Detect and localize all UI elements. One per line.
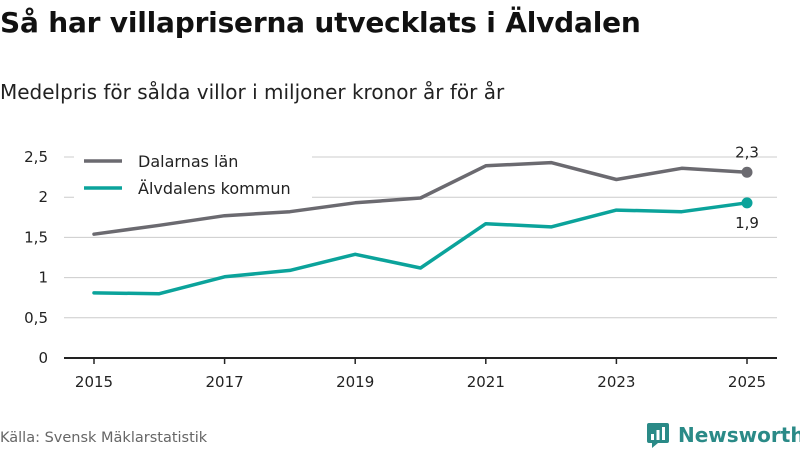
x-tick-label: 2023 bbox=[597, 373, 635, 391]
data-point bbox=[483, 163, 488, 168]
data-point bbox=[157, 223, 162, 228]
data-point bbox=[614, 177, 619, 182]
brand-logo: Newsworthy bbox=[644, 420, 800, 450]
source-note: Källa: Svensk Mäklarstatistik bbox=[0, 430, 208, 446]
data-point bbox=[549, 160, 554, 165]
x-tick-label: 2015 bbox=[75, 373, 113, 391]
end-value-label: 2,3 bbox=[735, 143, 759, 161]
series-line-1 bbox=[92, 201, 749, 296]
legend-label: Dalarnas län bbox=[138, 152, 238, 171]
data-point bbox=[353, 252, 358, 257]
y-tick-label: 2 bbox=[38, 188, 48, 206]
y-tick-label: 1 bbox=[38, 269, 48, 287]
series-end-marker-0 bbox=[741, 166, 753, 178]
y-tick-label: 1,5 bbox=[24, 228, 48, 246]
data-point bbox=[679, 209, 684, 214]
end-value-label: 1,9 bbox=[735, 214, 759, 232]
chart-subtitle: Medelpris för sålda villor i miljoner kr… bbox=[0, 80, 505, 104]
newsworthy-logo-icon bbox=[647, 423, 669, 448]
data-point bbox=[92, 290, 97, 295]
chart-title: Så har villapriserna utvecklats i Älvdal… bbox=[0, 6, 641, 39]
data-point bbox=[549, 224, 554, 229]
x-tick-label: 2025 bbox=[728, 373, 766, 391]
data-point bbox=[353, 200, 358, 205]
data-point bbox=[287, 268, 292, 273]
legend-label: Älvdalens kommun bbox=[138, 179, 291, 198]
series-line-0 bbox=[92, 160, 749, 236]
data-point bbox=[483, 221, 488, 226]
x-tick-label: 2019 bbox=[336, 373, 374, 391]
data-point bbox=[157, 291, 162, 296]
series-end-marker-1 bbox=[741, 197, 753, 209]
brand-name: Newsworthy bbox=[678, 423, 800, 447]
data-point bbox=[614, 208, 619, 213]
data-point bbox=[679, 166, 684, 171]
data-point bbox=[92, 232, 97, 237]
data-point bbox=[222, 213, 227, 218]
data-point bbox=[287, 209, 292, 214]
y-tick-label: 0,5 bbox=[24, 309, 48, 327]
y-tick-label: 0 bbox=[38, 349, 48, 367]
x-tick-label: 2021 bbox=[467, 373, 505, 391]
data-point bbox=[418, 265, 423, 270]
x-tick-label: 2017 bbox=[206, 373, 244, 391]
data-point bbox=[222, 274, 227, 279]
data-point bbox=[418, 196, 423, 201]
y-tick-label: 2,5 bbox=[24, 148, 48, 166]
